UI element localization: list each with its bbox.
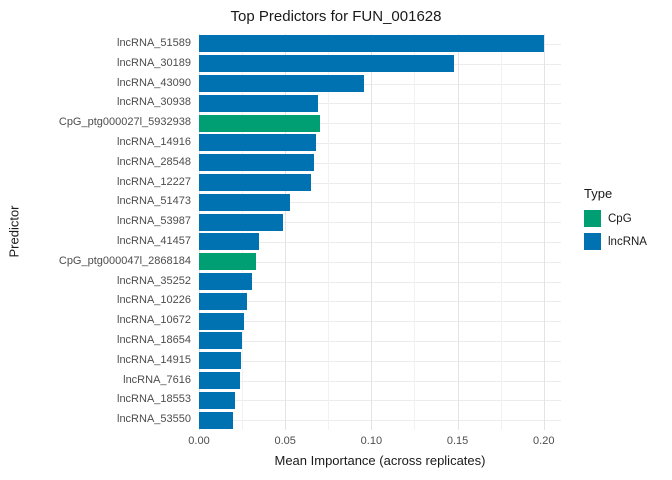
y-tick-label: lncRNA_7616 (123, 373, 191, 386)
bar (199, 94, 318, 112)
y-tick-label: lncRNA_28548 (117, 155, 191, 168)
y-axis-tick-labels: lncRNA_51589 lncRNA_30189 lncRNA_43090 lncR… (0, 34, 191, 430)
bar (199, 134, 317, 152)
x-axis-title: Mean Importance (across replicates) (274, 453, 486, 468)
gridline-horizontal (199, 301, 561, 303)
y-tick-label: lncRNA_51589 (117, 37, 191, 49)
bar (199, 352, 242, 370)
legend-title: Type (584, 186, 613, 201)
y-tick-label: lncRNA_41457 (117, 235, 191, 247)
bar (199, 411, 234, 429)
gridline-horizontal (199, 400, 561, 402)
y-tick-label: lncRNA_35252 (117, 274, 191, 287)
legend-label: lncRNA (608, 235, 647, 248)
gridline-vertical-minor (500, 34, 502, 430)
gridline-horizontal (199, 123, 561, 125)
y-tick-label: CpG_ptg000027l_5932938 (58, 116, 191, 129)
legend-swatch (584, 233, 601, 250)
legend-swatch (584, 210, 601, 227)
bar (199, 332, 243, 350)
bar (199, 35, 544, 53)
chart-title: Top Predictors for FUN_001628 (230, 8, 442, 25)
y-tick-label: lncRNA_14915 (117, 353, 191, 366)
x-tick-label: 0.20 (533, 435, 555, 447)
bar (199, 213, 284, 231)
gridline-vertical-minor (414, 34, 416, 430)
x-tick-label: 0.05 (274, 435, 296, 447)
gridline-horizontal (199, 380, 561, 382)
y-tick-label: lncRNA_53987 (117, 215, 191, 228)
gridline-vertical-major (457, 34, 459, 430)
gridline-horizontal (199, 321, 561, 323)
bar (199, 55, 455, 73)
bar (199, 391, 236, 409)
gridline-vertical-major (543, 34, 545, 430)
x-tick-label: 0.15 (446, 435, 469, 447)
gridline-vertical-major (199, 34, 200, 430)
legend-entry: lncRNA (584, 233, 672, 250)
x-axis-tick-labels: 0.00 0.05 0.10 0.15 0.20 (188, 435, 561, 449)
y-tick-label: lncRNA_10226 (117, 294, 191, 307)
gridline-horizontal (199, 261, 561, 263)
gridline-vertical-minor (242, 34, 244, 430)
bar (199, 371, 241, 389)
bar (199, 292, 248, 310)
y-tick-label: lncRNA_18654 (117, 334, 191, 346)
y-tick-label: lncRNA_10672 (117, 314, 191, 327)
y-tick-label: lncRNA_30938 (117, 96, 191, 109)
gridline-horizontal (199, 162, 561, 164)
gridline-horizontal (199, 360, 561, 362)
legend-label: CpG (608, 212, 632, 225)
bar (199, 154, 315, 172)
bar (199, 173, 312, 191)
bar (199, 253, 256, 271)
y-tick-label: lncRNA_51473 (117, 195, 191, 208)
gridline-horizontal (199, 202, 561, 204)
legend-entries: CpG lncRNA (584, 210, 672, 250)
y-tick-label: lncRNA_12227 (117, 175, 191, 188)
y-tick-label: lncRNA_18553 (117, 393, 191, 406)
gridline-horizontal (199, 420, 561, 422)
gridline-horizontal (199, 83, 561, 85)
bar (199, 312, 244, 330)
x-tick-label: 0.10 (360, 435, 383, 447)
bar (199, 272, 253, 290)
legend-entry: CpG (584, 210, 672, 227)
y-tick-label: lncRNA_43090 (117, 76, 191, 89)
x-tick-label: 0.00 (188, 435, 210, 447)
bar (199, 114, 320, 132)
bar (199, 74, 365, 92)
gridline-vertical-major (371, 34, 373, 430)
gridline-horizontal (199, 241, 561, 243)
gridline-horizontal (199, 142, 561, 144)
y-tick-label: lncRNA_14916 (117, 136, 191, 148)
bar (199, 193, 291, 211)
plot-panel (199, 34, 561, 430)
gridline-horizontal (199, 103, 561, 105)
gridline-horizontal (199, 222, 561, 224)
bar (199, 233, 260, 251)
gridline-vertical-major (285, 34, 287, 430)
y-tick-label: CpG_ptg000047l_2868184 (58, 254, 191, 267)
y-tick-label: lncRNA_30189 (117, 56, 191, 69)
gridline-horizontal (199, 340, 561, 342)
y-tick-label: lncRNA_53550 (117, 413, 191, 426)
gridline-horizontal (199, 182, 561, 184)
gridline-vertical-minor (328, 34, 330, 430)
legend: Type CpG lncRNA (584, 186, 672, 256)
gridline-horizontal (199, 281, 561, 283)
